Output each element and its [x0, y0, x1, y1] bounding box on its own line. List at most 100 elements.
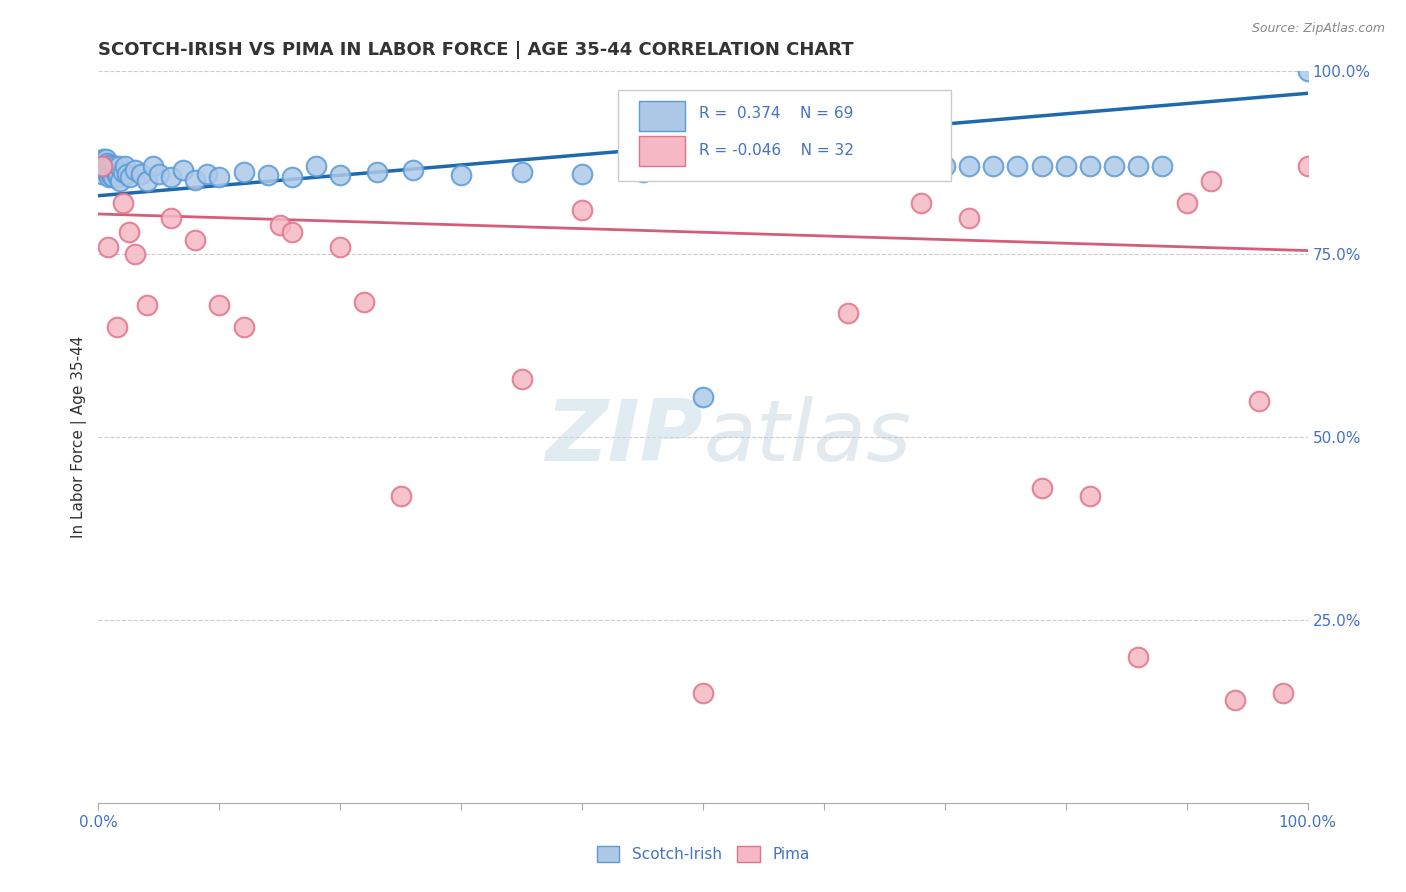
FancyBboxPatch shape [638, 136, 685, 167]
Point [353, 294, 375, 309]
Point [98, 158, 121, 172]
Point [108, 160, 131, 174]
FancyBboxPatch shape [638, 101, 685, 131]
Point [232, 320, 254, 334]
Point [281, 170, 304, 185]
Point [957, 211, 980, 225]
Point [765, 152, 787, 166]
Text: R = -0.046    N = 32: R = -0.046 N = 32 [699, 143, 855, 158]
Point [208, 298, 231, 312]
Point [692, 390, 714, 404]
Text: ZIP: ZIP [546, 395, 703, 479]
Point [740, 160, 762, 174]
Point [124, 247, 146, 261]
Point [142, 160, 165, 174]
Point [1054, 160, 1077, 174]
Legend: Scotch-Irish, Pima: Scotch-Irish, Pima [591, 840, 815, 868]
Point [118, 225, 141, 239]
Point [117, 167, 139, 181]
Point [111, 196, 134, 211]
Point [886, 160, 908, 174]
Point [96, 165, 118, 179]
Point [957, 160, 980, 174]
Point [510, 371, 533, 385]
Point [571, 203, 593, 218]
Point [910, 196, 932, 211]
Point [510, 165, 533, 179]
Point [450, 168, 472, 182]
Point [389, 489, 412, 503]
Point [114, 160, 136, 174]
Point [135, 174, 157, 188]
Point [1272, 686, 1295, 700]
Point [104, 160, 127, 174]
Point [631, 165, 654, 179]
Point [91, 160, 114, 174]
Point [1102, 160, 1125, 174]
Point [1249, 393, 1271, 408]
Point [111, 165, 134, 179]
Text: Source: ZipAtlas.com: Source: ZipAtlas.com [1251, 22, 1385, 36]
Point [160, 169, 183, 184]
Point [195, 167, 218, 181]
Point [1031, 481, 1053, 495]
Point [1078, 160, 1101, 174]
Point [1199, 174, 1222, 188]
Point [100, 158, 122, 172]
Point [94, 152, 117, 166]
Point [105, 167, 128, 181]
Point [97, 167, 120, 181]
Point [232, 165, 254, 179]
Point [402, 163, 425, 178]
Text: atlas: atlas [703, 395, 911, 479]
Point [1007, 160, 1029, 174]
Point [1296, 160, 1319, 174]
Point [91, 152, 114, 166]
Point [94, 163, 117, 178]
Point [1152, 160, 1174, 174]
Point [837, 306, 859, 320]
Point [129, 167, 152, 181]
Point [1078, 489, 1101, 503]
Point [1296, 64, 1319, 78]
Point [813, 160, 835, 174]
Point [90, 160, 112, 174]
Point [98, 170, 121, 185]
Point [765, 160, 787, 174]
Point [124, 163, 146, 178]
Point [366, 165, 388, 179]
Point [281, 225, 304, 239]
Point [97, 160, 120, 174]
Point [107, 170, 129, 185]
Point [692, 686, 714, 700]
Point [135, 298, 157, 312]
Point [789, 160, 811, 174]
Point [105, 320, 128, 334]
Point [148, 167, 170, 181]
Point [208, 170, 231, 185]
Point [329, 240, 352, 254]
Point [256, 168, 278, 182]
Point [103, 163, 125, 178]
Point [184, 172, 207, 186]
Point [100, 161, 122, 175]
Point [1128, 160, 1150, 174]
FancyBboxPatch shape [619, 90, 950, 181]
Text: SCOTCH-IRISH VS PIMA IN LABOR FORCE | AGE 35-44 CORRELATION CHART: SCOTCH-IRISH VS PIMA IN LABOR FORCE | AG… [98, 41, 853, 59]
Point [1223, 693, 1246, 707]
Text: R =  0.374    N = 69: R = 0.374 N = 69 [699, 106, 853, 121]
Point [118, 170, 141, 185]
Point [305, 160, 328, 174]
Point [97, 240, 120, 254]
Point [910, 160, 932, 174]
Point [329, 168, 352, 182]
Point [160, 211, 183, 225]
Point [101, 169, 124, 184]
Point [100, 165, 122, 179]
Point [837, 160, 859, 174]
Point [93, 160, 115, 174]
Point [934, 160, 956, 174]
Point [1031, 160, 1053, 174]
Point [91, 167, 114, 181]
Y-axis label: In Labor Force | Age 35-44: In Labor Force | Age 35-44 [72, 336, 87, 538]
